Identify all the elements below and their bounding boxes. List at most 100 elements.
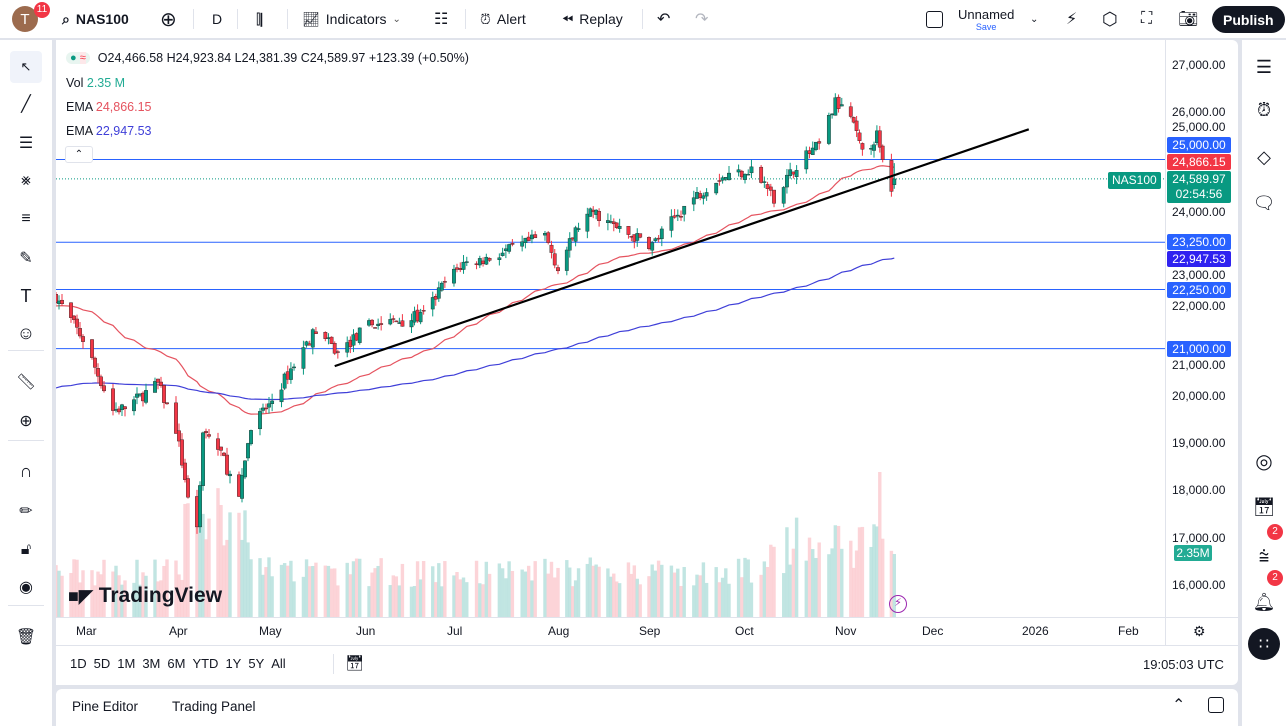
indicators-icon: 📈︎ xyxy=(302,10,320,27)
watchlist-button[interactable]: ☰ xyxy=(1248,51,1280,83)
volume-bar xyxy=(836,525,841,617)
candle-body xyxy=(781,187,786,204)
chart-type-button[interactable]: ⫿▏ xyxy=(256,0,274,38)
candle-body xyxy=(379,323,384,325)
maximize-panel-button[interactable] xyxy=(1208,697,1224,713)
volume-tag: 2.35M xyxy=(1174,545,1212,561)
layout-select-checkbox[interactable] xyxy=(926,0,943,38)
pattern-tool[interactable]: ⨳ xyxy=(10,165,42,197)
undo-button[interactable]: ↶ xyxy=(657,0,670,38)
remove-drawings-tool[interactable]: 🗑︎ xyxy=(10,621,42,653)
measure-tool[interactable]: 📏︎ xyxy=(10,366,42,398)
chart-panel[interactable] xyxy=(56,40,1238,685)
replay-button[interactable]: ⏪︎ Replay xyxy=(562,0,623,38)
templates-button[interactable]: ☷ xyxy=(434,0,448,38)
candle-body xyxy=(132,399,136,412)
candle-body xyxy=(487,258,492,261)
snapshot-button[interactable]: 📷︎ xyxy=(1178,0,1198,38)
legend-status[interactable]: ● ≈ xyxy=(66,52,90,64)
stay-drawing-tool[interactable]: ✏ xyxy=(10,495,42,527)
candle-body xyxy=(354,333,359,341)
volume-bar xyxy=(772,546,776,617)
volume-bar xyxy=(520,569,524,617)
range-button-3m[interactable]: 3M xyxy=(142,656,161,671)
avatar-letter: T xyxy=(12,6,38,32)
go-to-date-button[interactable]: 📅︎ xyxy=(345,654,364,672)
candle-body xyxy=(695,192,699,199)
alert-button[interactable]: ⏰︎ Alert xyxy=(480,0,526,38)
candle-body xyxy=(409,320,414,328)
range-button-5y[interactable]: 5Y xyxy=(248,656,265,671)
pencil-lock-icon: ✏ xyxy=(19,503,33,520)
range-button-all[interactable]: All xyxy=(271,656,286,671)
trendline-tool[interactable]: ╱ xyxy=(10,88,42,120)
volume-bar xyxy=(817,542,821,617)
news-feed-button[interactable]: ⩭ xyxy=(1248,540,1280,572)
emoji-tool[interactable]: ☺ xyxy=(10,317,42,349)
volume-bar xyxy=(701,562,706,617)
range-button-6m[interactable]: 6M xyxy=(167,656,186,671)
candle-body xyxy=(111,388,115,411)
layout-menu-button[interactable]: ⌄ xyxy=(1030,0,1038,38)
quick-search-button[interactable]: ⚡︎ xyxy=(1066,0,1077,38)
range-button-5d[interactable]: 5D xyxy=(93,656,111,671)
list-icon: ☰ xyxy=(1255,56,1273,77)
events-icon[interactable]: ⚡︎ xyxy=(889,595,907,613)
settings-button[interactable]: ⬡ xyxy=(1102,0,1118,38)
ema-slow-legend[interactable]: EMA 22,947.53 xyxy=(66,124,152,138)
forecast-tool[interactable]: ≡ xyxy=(10,203,42,235)
brush-tool[interactable]: ✎ xyxy=(10,242,42,274)
redo-button[interactable]: ↷ xyxy=(695,0,708,38)
apps-menu-button[interactable]: ∷ xyxy=(1248,628,1280,660)
collapse-panel-button[interactable]: ⌃ xyxy=(1172,695,1185,715)
cursor-tool[interactable]: ↖ xyxy=(10,51,42,83)
candle-body xyxy=(72,315,76,320)
object-tree-button[interactable]: ◇ xyxy=(1248,141,1280,173)
magnet-tool[interactable]: ∩ xyxy=(10,455,42,487)
volume-bar xyxy=(676,568,680,617)
volume-bar xyxy=(418,579,423,617)
compare-symbol-button[interactable]: ⊕ xyxy=(160,0,177,38)
range-button-1m[interactable]: 1M xyxy=(117,656,136,671)
text-tool[interactable]: T xyxy=(10,280,42,312)
ema-fast-legend[interactable]: EMA 24,866.15 xyxy=(66,100,152,114)
fullscreen-button[interactable]: ⛶ xyxy=(1141,0,1152,38)
tab-pine-editor[interactable]: Pine Editor xyxy=(72,699,139,714)
notifications-button[interactable]: 🔔︎ xyxy=(1248,586,1280,618)
indicators-button[interactable]: 📈︎ Indicators ⌄ xyxy=(302,0,401,38)
candle-body xyxy=(526,236,531,242)
volume-bar xyxy=(434,582,438,617)
candle-body xyxy=(614,222,619,228)
calendar-button[interactable]: 📅︎ xyxy=(1248,491,1280,523)
range-button-1y[interactable]: 1Y xyxy=(225,656,242,671)
publish-button[interactable]: Publish xyxy=(1212,6,1285,33)
alerts-button[interactable]: ⏰︎ xyxy=(1248,94,1280,126)
ideas-button[interactable]: ◎ xyxy=(1248,445,1280,477)
hide-drawings-tool[interactable]: ◉ xyxy=(10,571,42,603)
symbol-search-button[interactable]: ⌕ NAS100 xyxy=(62,0,129,38)
collapse-legend-button[interactable]: ⌃ xyxy=(65,146,93,163)
ema-fast-tag: 24,866.15 xyxy=(1167,154,1231,170)
range-button-1d[interactable]: 1D xyxy=(70,656,87,671)
avatar[interactable]: T 11 xyxy=(12,0,50,38)
candle-body xyxy=(682,205,687,215)
zoom-tool[interactable]: ⊕ xyxy=(10,405,42,437)
axis-settings-button[interactable]: ⚙ xyxy=(1193,623,1206,640)
interval-button[interactable]: D xyxy=(212,0,222,38)
candle-body xyxy=(186,478,190,498)
fib-tool[interactable]: ☰ xyxy=(10,127,42,159)
volume-bar xyxy=(138,584,142,617)
tab-trading-panel[interactable]: Trading Panel xyxy=(172,699,256,714)
tradingview-watermark[interactable]: ■◤ TradingView xyxy=(68,584,222,608)
volume-bar xyxy=(530,580,534,617)
layout-name-button[interactable]: Unnamed Save xyxy=(958,0,1014,38)
watermark-text: TradingView xyxy=(98,584,223,607)
range-button-ytd[interactable]: YTD xyxy=(192,656,219,671)
save-link[interactable]: Save xyxy=(975,21,997,32)
candle-body xyxy=(301,347,306,369)
lock-drawings-tool[interactable]: 🔓︎ xyxy=(10,534,42,566)
clock[interactable]: 19:05:03 UTC xyxy=(1143,657,1224,672)
volume-legend[interactable]: Vol 2.35 M xyxy=(66,76,125,90)
chats-button[interactable]: 🗨︎ xyxy=(1248,187,1280,219)
